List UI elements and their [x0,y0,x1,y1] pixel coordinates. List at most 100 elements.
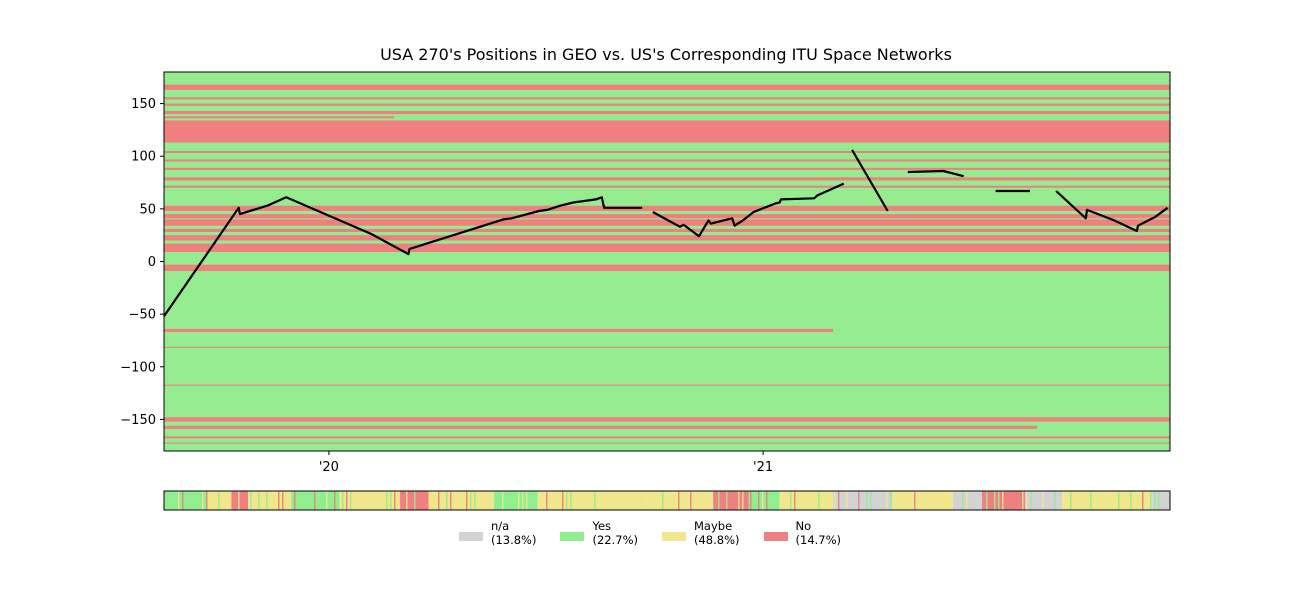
status-segment [339,491,401,510]
strip-tick [858,491,860,510]
status-segment [982,491,1026,510]
strip-tick [314,491,316,510]
longitude-band [164,264,1170,271]
strip-tick [926,491,928,510]
strip-tick [390,491,392,510]
legend-pct-maybe: (48.8%) [694,533,740,547]
strip-tick [1070,491,1072,510]
strip-tick [774,491,776,510]
y-tick-label: 0 [148,255,156,270]
x-tick-label: '21 [753,460,773,475]
strip-tick [830,491,832,510]
strip-tick [1002,491,1004,510]
strip-tick [414,491,416,510]
strip-tick [678,491,680,510]
longitude-band [164,116,395,119]
y-tick-label: −150 [120,413,156,428]
strip-tick [474,491,476,510]
status-segment [779,491,834,510]
status-segment [537,491,647,510]
strip-tick [594,491,596,510]
longitude-band [164,84,1170,90]
strip-tick [190,491,192,510]
strip-tick [326,491,328,510]
strip-tick [630,491,632,510]
legend-swatch-na [458,532,483,541]
strip-tick [446,491,448,510]
strip-tick [574,491,576,510]
strip-tick [1150,491,1152,510]
strip-tick [994,491,996,510]
longitude-band [164,328,834,333]
longitude-band [164,228,1170,233]
x-tick-label: '20 [319,460,339,475]
longitude-band [164,97,1170,100]
strip-tick [438,491,440,510]
strip-tick [1118,491,1120,510]
status-segment [248,491,291,510]
y-tick-label: −100 [120,360,156,375]
y-tick-label: 100 [131,150,156,165]
longitude-band [164,110,1170,115]
longitude-band [164,243,1170,253]
strip-tick [1022,491,1024,510]
longitude-band [164,384,1170,386]
legend-pct-yes: (22.7%) [592,533,638,547]
strip-tick [662,491,664,510]
strip-tick [490,491,492,510]
strip-tick [470,491,472,510]
strip-tick [758,491,760,510]
strip-tick [766,491,768,510]
longitude-band [164,103,1170,106]
legend-pct-no: (14.7%) [795,533,842,547]
strip-tick [290,491,292,510]
legend-swatch-yes [560,532,585,541]
strip-tick [526,491,528,510]
strip-tick [790,491,792,510]
longitude-band [164,120,1170,143]
strip-tick [250,491,252,510]
strip-tick [718,491,720,510]
strip-tick [258,491,260,510]
strip-tick [350,491,352,510]
legend-swatch-no [763,532,788,541]
strip-tick [578,491,580,510]
strip-tick [986,491,988,510]
y-tick-label: 50 [139,202,156,217]
legend-item-na: n/a (13.8%) [458,519,536,547]
strip-tick [182,491,184,510]
strip-tick [846,491,848,510]
strip-tick [726,491,728,510]
longitude-band [164,235,1170,241]
strip-tick [890,491,892,510]
longitude-band [164,185,1170,188]
status-strip [163,490,1171,511]
strip-tick [566,491,568,510]
strip-tick [782,491,784,510]
longitude-band [164,442,1170,444]
status-segment [1062,491,1153,510]
strip-tick [814,491,816,510]
strip-tick [342,491,344,510]
strip-tick [522,491,524,510]
strip-tick [218,491,220,510]
strip-tick [274,491,276,510]
strip-tick [914,491,916,510]
strip-tick [282,491,284,510]
legend-item-no: No (14.7%) [763,519,842,547]
strip-tick [750,491,752,510]
status-segment [428,491,495,510]
strip-tick [998,491,1000,510]
strip-tick [834,491,836,510]
legend: n/a (13.8%) Yes (22.7%) Maybe (48.8%) No… [0,519,1300,547]
strip-tick [210,491,212,510]
strip-tick [966,491,968,510]
longitude-band [164,425,1038,429]
legend-label-na: n/a [490,519,510,533]
strip-tick [690,491,692,510]
strip-tick [698,491,700,510]
strip-tick [570,491,572,510]
strip-tick [502,491,504,510]
strip-tick [386,491,388,510]
chart-title: USA 270's Positions in GEO vs. US's Corr… [380,45,952,64]
